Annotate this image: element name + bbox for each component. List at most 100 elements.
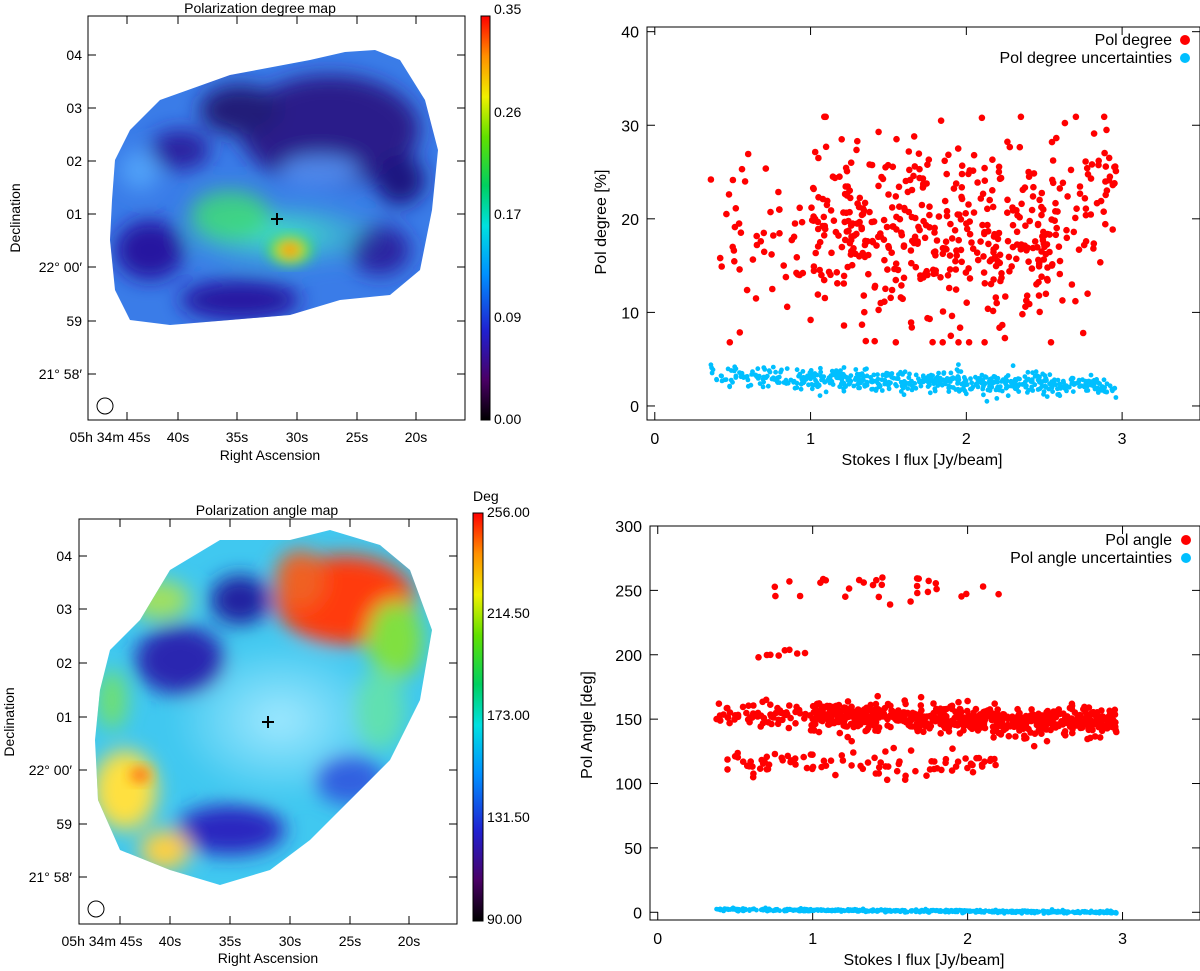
data-point: [965, 201, 972, 208]
data-point: [975, 754, 983, 762]
data-point: [924, 161, 931, 168]
angle-colorbar-tick-4: 90.00: [487, 911, 522, 927]
data-point: [872, 378, 878, 384]
data-point: [875, 306, 882, 314]
degree-scatter-legend: Pol degree Pol degree uncertainties: [999, 32, 1190, 67]
data-point: [791, 220, 799, 227]
data-point: [1017, 113, 1025, 121]
angle-map-ytick-0: 04: [56, 548, 72, 564]
data-point: [850, 749, 857, 756]
data-point: [906, 716, 914, 723]
data-point: [861, 308, 868, 316]
data-point: [1075, 246, 1083, 253]
data-point: [932, 580, 940, 587]
data-point: [978, 763, 986, 770]
data-point: [946, 252, 954, 259]
data-point: [1021, 735, 1028, 742]
data-point: [856, 721, 864, 728]
data-point: [1039, 233, 1046, 240]
data-point: [823, 389, 829, 395]
data-point: [846, 238, 854, 245]
data-point: [853, 146, 860, 154]
data-point: [753, 232, 760, 240]
data-point: [1025, 369, 1031, 375]
legend-pol-angle-unc-label: Pol angle uncertainties: [1010, 550, 1172, 567]
data-point: [864, 716, 872, 723]
data-point: [818, 271, 825, 279]
data-point: [773, 369, 778, 375]
data-point: [760, 384, 766, 390]
data-point: [860, 292, 868, 299]
data-point: [1087, 211, 1095, 218]
data-point: [926, 712, 934, 720]
data-point: [994, 706, 1001, 713]
data-point: [734, 749, 741, 757]
data-point: [723, 704, 731, 712]
data-point: [1056, 257, 1064, 265]
data-point: [987, 388, 993, 393]
data-point: [1006, 143, 1014, 151]
data-point: [800, 753, 807, 761]
angle-map-xtick-3: 30s: [279, 933, 302, 949]
data-point: [1030, 388, 1036, 393]
degree-map-colorbar: 0.35 0.26 0.17 0.09 0.00: [480, 1, 521, 427]
data-point: [1020, 909, 1025, 915]
data-point: [913, 372, 919, 378]
data-point: [763, 375, 769, 381]
data-point: [915, 150, 923, 157]
angle-scatter-panel: 0 1 2 3 0 50 100 150 200 250 300 Stokes I flux [Jy…: [579, 519, 1200, 969]
data-point: [1003, 380, 1008, 386]
data-point: [877, 233, 884, 240]
data-point: [1008, 263, 1015, 270]
data-point: [848, 703, 855, 711]
data-point: [877, 383, 883, 389]
data-point: [738, 165, 746, 173]
data-point: [735, 908, 741, 914]
data-point: [996, 175, 1004, 183]
data-point: [1081, 195, 1089, 202]
data-point: [1075, 908, 1081, 914]
data-point: [871, 372, 877, 378]
data-point: [858, 224, 865, 231]
degree-colorbar-tick-4: 0.00: [494, 411, 521, 427]
data-point: [907, 319, 915, 326]
data-point: [1029, 193, 1037, 200]
data-point: [1038, 273, 1045, 281]
data-point: [914, 238, 921, 245]
data-point: [1088, 710, 1095, 717]
data-point: [970, 151, 978, 159]
data-point: [1001, 724, 1009, 732]
data-point: [989, 307, 997, 315]
data-point: [942, 381, 948, 387]
data-point: [1025, 258, 1032, 266]
data-point: [821, 294, 829, 302]
data-point: [779, 757, 786, 764]
data-point: [959, 381, 965, 387]
data-point: [909, 908, 915, 913]
data-point: [883, 373, 889, 379]
data-point: [941, 197, 949, 205]
data-point: [1031, 730, 1039, 737]
data-point: [866, 208, 873, 216]
data-point: [854, 200, 861, 207]
data-point: [917, 693, 925, 701]
data-point: [858, 321, 866, 329]
data-point: [932, 386, 938, 392]
data-point: [918, 383, 924, 389]
data-point: [850, 907, 855, 913]
data-point: [875, 764, 883, 771]
x-tick-label: 1: [806, 431, 815, 448]
data-point: [980, 253, 987, 260]
data-point: [1106, 707, 1113, 715]
y-tick-label: 0: [630, 399, 639, 416]
data-point: [921, 909, 927, 914]
data-point: [1087, 734, 1094, 742]
data-point: [882, 285, 889, 293]
data-point: [958, 170, 966, 178]
data-point: [892, 193, 900, 200]
angle-map-ytick-4: 22° 00′: [29, 762, 73, 778]
data-point: [1103, 187, 1111, 194]
data-point: [1106, 717, 1114, 724]
data-point: [814, 700, 821, 708]
data-point: [981, 910, 987, 915]
